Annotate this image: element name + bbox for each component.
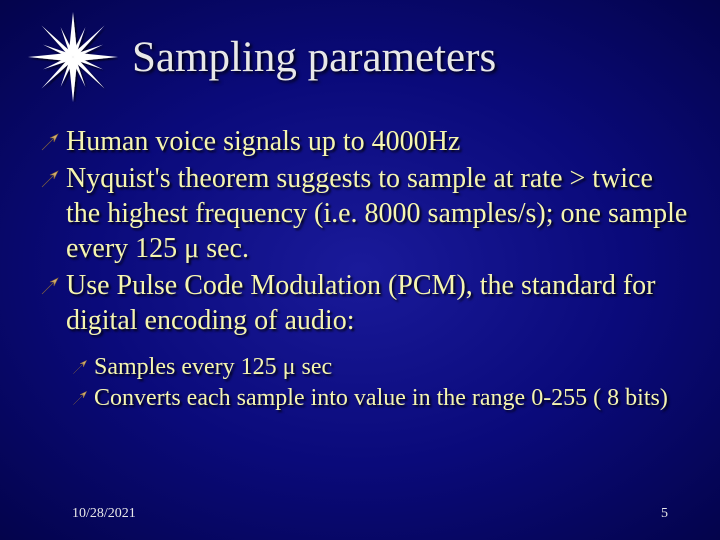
bullet-text: Samples every 125 μ sec: [94, 352, 332, 383]
slide-title: Sampling parameters: [132, 33, 496, 82]
bullet-sub: Converts each sample into value in the r…: [70, 383, 690, 414]
starburst-icon: [28, 12, 118, 102]
footer-page: 5: [661, 506, 668, 522]
bullet-text: Human voice signals up to 4000Hz: [66, 124, 460, 159]
bullet-main: Nyquist's theorem suggests to sample at …: [38, 161, 690, 266]
footer: 10/28/2021 5: [0, 506, 720, 522]
content-area: Human voice signals up to 4000Hz Nyquist…: [38, 124, 690, 413]
arrow-up-right-icon: [38, 130, 62, 154]
bullet-main: Human voice signals up to 4000Hz: [38, 124, 690, 159]
arrow-up-right-icon: [70, 357, 90, 377]
bullet-main: Use Pulse Code Modulation (PCM), the sta…: [38, 268, 690, 338]
arrow-up-right-icon: [38, 167, 62, 191]
slide: Sampling parameters Human voice signals …: [0, 0, 720, 540]
bullet-text: Converts each sample into value in the r…: [94, 383, 668, 414]
bullet-sub: Samples every 125 μ sec: [70, 352, 690, 383]
arrow-up-right-icon: [38, 274, 62, 298]
sub-bullets: Samples every 125 μ sec Converts each sa…: [38, 352, 690, 413]
bullet-text: Use Pulse Code Modulation (PCM), the sta…: [66, 268, 690, 338]
arrow-up-right-icon: [70, 388, 90, 408]
footer-date: 10/28/2021: [72, 506, 136, 522]
bullet-text: Nyquist's theorem suggests to sample at …: [66, 161, 690, 266]
title-row: Sampling parameters: [28, 12, 690, 102]
